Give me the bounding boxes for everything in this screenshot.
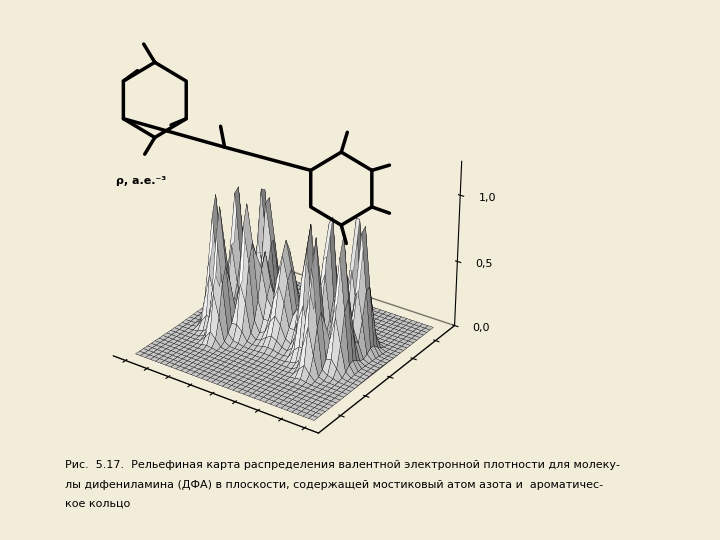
- Text: Рис.  5.17.  Рельефиная карта распределения валентной электронной плотности для : Рис. 5.17. Рельефиная карта распределени…: [65, 460, 620, 470]
- Text: кое кольцо: кое кольцо: [65, 499, 130, 509]
- Text: лы дифениламина (ДФА) в плоскости, содержащей мостиковый атом азота и  ароматиче: лы дифениламина (ДФА) в плоскости, содер…: [65, 480, 603, 490]
